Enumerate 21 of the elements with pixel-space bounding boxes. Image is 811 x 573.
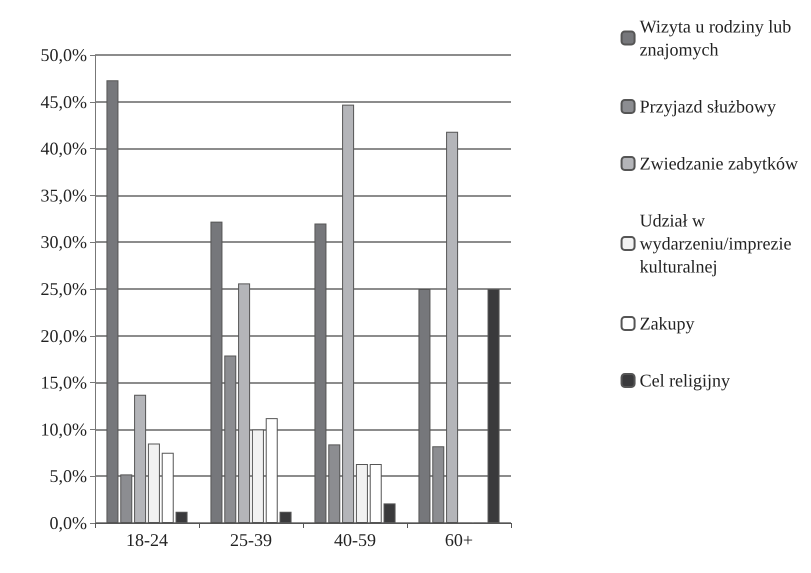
x-tick-label: 40-59: [334, 530, 376, 550]
x-tick-label: 25-39: [230, 530, 272, 550]
y-tick-label: 40,0%: [40, 138, 87, 159]
y-tick-label: 25,0%: [40, 279, 87, 299]
y-tick-label: 5,0%: [50, 466, 87, 486]
y-tick-label: 0,0%: [50, 513, 87, 533]
x-tick-label: 60+: [444, 530, 474, 550]
legend-label: Udział w wydarzeniu/imprezie kulturalnej: [640, 210, 792, 276]
legend-label: Cel religijny: [640, 370, 730, 390]
x-tick-label: 18-24: [126, 530, 168, 550]
y-tick-label: 15,0%: [40, 372, 87, 393]
legend-label: Zakupy: [640, 314, 695, 334]
legend-label: Przyjazd służbowy: [640, 96, 776, 116]
y-tick-label: 20,0%: [40, 326, 87, 346]
y-tick-label: 30,0%: [40, 232, 87, 252]
y-tick-label: 45,0%: [40, 92, 87, 112]
legend-label: Wizyta u rodziny lub znajomych: [640, 16, 792, 60]
y-tick-label: 35,0%: [40, 185, 87, 206]
legend-label: Zwiedzanie zabytków: [640, 154, 798, 174]
y-tick-label: 10,0%: [40, 419, 87, 440]
y-tick-label: 50,0%: [40, 45, 87, 65]
